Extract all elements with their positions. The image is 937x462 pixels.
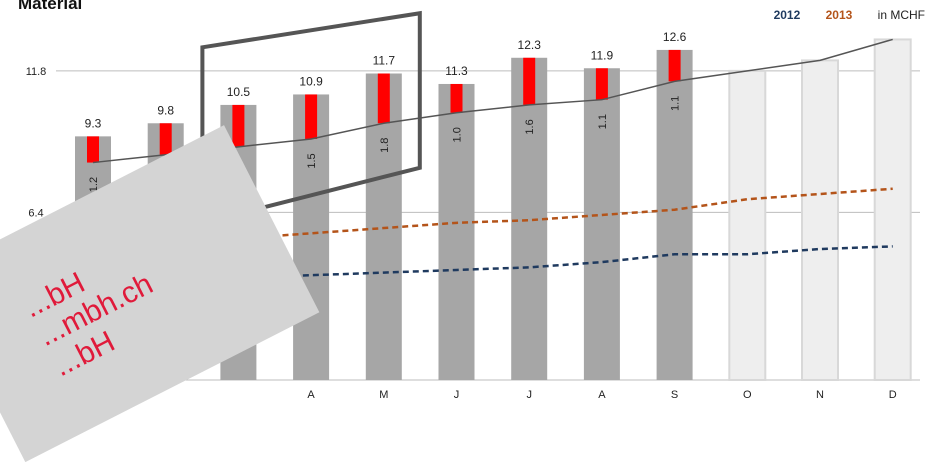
segment-value-label: 1.5: [306, 153, 318, 168]
red-segment: [305, 94, 318, 139]
x-tick-label: M: [379, 389, 388, 401]
bar-total-label: 11.7: [373, 53, 396, 67]
bar-total-label: 10.9: [299, 74, 323, 88]
red-segment: [87, 136, 99, 163]
x-tick-label: N: [816, 389, 824, 401]
x-tick-label: S: [671, 389, 678, 401]
bar-total-label: 9.3: [85, 116, 102, 130]
red-segment: [523, 57, 536, 105]
x-tick-label: J: [526, 389, 532, 401]
chart-title: Material: [18, 0, 83, 13]
legend-2012: 2012: [773, 8, 801, 22]
forecast-bar: [728, 69, 767, 382]
bar-total-label: 9.8: [157, 103, 174, 117]
red-segment: [450, 83, 463, 113]
bar-total-label: 12.3: [518, 38, 542, 52]
bar: [511, 57, 548, 380]
segment-value-label: 1.8: [379, 138, 391, 153]
red-segment: [159, 123, 172, 155]
red-segment: [668, 49, 681, 82]
segment-value-label: 1.1: [597, 114, 609, 129]
segment-value-label: 1.6: [524, 119, 536, 134]
segment-value-label: 1.2: [88, 177, 100, 192]
bar: [438, 83, 475, 380]
legend: 2012 2013 in MCHF: [752, 8, 925, 22]
segment-value-label: 1.0: [452, 127, 464, 142]
bar: [583, 68, 620, 380]
bar: [656, 49, 693, 380]
legend-2013: 2013: [825, 8, 853, 22]
x-tick-label: A: [307, 389, 315, 401]
forecast-bar: [873, 38, 912, 382]
x-tick-label: D: [889, 389, 897, 401]
bar-total-label: 11.3: [445, 64, 468, 78]
bar-total-label: 10.5: [227, 85, 251, 99]
segment-value-label: 1.1: [670, 96, 682, 111]
x-tick-label: A: [598, 389, 606, 401]
red-segment: [595, 68, 608, 100]
forecast-bar: [801, 59, 839, 381]
red-segment: [232, 104, 245, 147]
x-tick-label: O: [743, 389, 752, 401]
bar: [293, 94, 330, 380]
legend-unit: in MCHF: [877, 8, 925, 22]
x-tick-label: J: [454, 389, 460, 401]
y-tick-label: 11.8: [26, 66, 47, 78]
y-tick-label: 6.4: [28, 207, 43, 219]
bar-total-label: 12.6: [663, 30, 687, 44]
red-segment: [377, 73, 390, 124]
bar-total-label: 11.9: [591, 48, 614, 62]
